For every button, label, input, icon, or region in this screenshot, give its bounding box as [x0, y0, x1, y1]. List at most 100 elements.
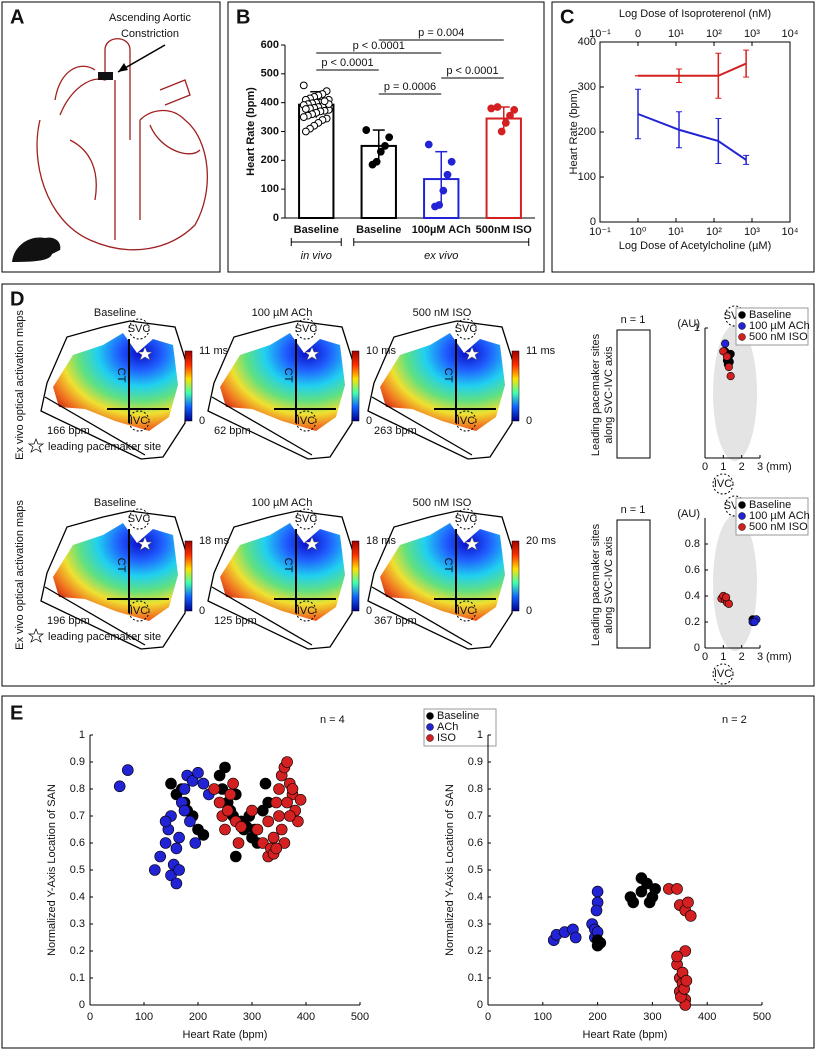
data-point	[721, 339, 730, 348]
ivc-label: IVC	[297, 415, 315, 427]
x-axis-label: (mm)	[766, 651, 792, 663]
x-tick-label: 10⁰	[630, 226, 647, 238]
activation-map: SVC IVC CT Baseline 196 bpm 18 ms 0	[40, 497, 229, 650]
heart-rate-label: 196 bpm	[47, 615, 90, 627]
data-point	[251, 823, 264, 836]
heart-rate-label: 166 bpm	[47, 425, 90, 437]
bar	[485, 117, 522, 219]
x-tick-label: 10¹	[668, 226, 684, 238]
data-point	[281, 756, 293, 768]
y-tick-label: 600	[261, 39, 279, 51]
data-point	[362, 126, 371, 134]
data-point	[493, 103, 502, 111]
data-point	[487, 104, 496, 113]
legend-label: ISO	[437, 732, 456, 744]
x2-tick-label: 10³	[744, 28, 760, 40]
y-tick-label: 0.8	[468, 783, 483, 795]
y-tick-label: 0	[79, 999, 85, 1011]
svc-label: SVC	[128, 513, 151, 525]
n-label: n = 1	[621, 314, 646, 326]
box-y-label: along SVC-IVC axis	[603, 346, 615, 444]
data-point	[186, 775, 199, 787]
y-tick-label: 1	[477, 729, 483, 741]
x-tick-label: 500	[753, 1011, 771, 1023]
x-tick-label: 100µM ACh	[412, 224, 471, 236]
data-point	[497, 127, 506, 136]
svc-label: SVC	[295, 323, 318, 335]
data-point	[424, 140, 433, 149]
x-tick-label: 500nM ISO	[476, 224, 533, 236]
map-title: 100 µM ACh	[252, 307, 313, 319]
line	[44, 396, 146, 456]
data-point	[635, 872, 648, 884]
x-tick-label: 400	[698, 1011, 716, 1023]
data-point	[184, 815, 196, 828]
activation-map: SVC IVC CT 500 nM ISO 263 bpm 11 ms 0	[367, 307, 556, 460]
y-axis-label: (AU)	[677, 508, 700, 520]
x2-tick-label: 10²	[706, 28, 722, 40]
ivc-label: IVC	[714, 478, 732, 490]
data-point	[671, 950, 683, 963]
y-tick-label: 0.5	[70, 864, 85, 876]
heart-rate-label: 367 bpm	[374, 615, 417, 627]
y-tick-label: 300	[261, 125, 279, 137]
colorbar-min: 0	[199, 415, 205, 427]
y-tick-label: 0.2	[70, 945, 85, 957]
y-tick-label: 0.7	[70, 810, 85, 822]
y-tick-label: 0.9	[70, 756, 85, 768]
data-point	[635, 885, 648, 898]
heart-rate-label: 62 bpm	[214, 425, 251, 437]
data-point	[219, 823, 231, 836]
pacemaker-star	[137, 536, 153, 551]
svc-label: SVC	[455, 513, 478, 525]
y-axis-label: Normalized Y-Axis Location of SAN	[444, 784, 456, 956]
y-axis-label: (AU)	[677, 318, 700, 330]
data-point	[569, 931, 582, 944]
map-title: Baseline	[94, 497, 136, 509]
ivc-label: IVC	[714, 668, 732, 680]
data-point	[682, 896, 694, 909]
x-axis-label: Heart Rate (bpm)	[583, 1029, 668, 1041]
activation-map: SVC IVC CT Baseline 166 bpm 11 ms 0	[40, 307, 229, 460]
y-tick-label: 0.7	[468, 810, 483, 822]
box-y-label: along SVC-IVC axis	[603, 536, 615, 634]
data-point	[368, 160, 377, 169]
significance-label: p < 0.0001	[446, 65, 498, 77]
ivc-label: IVC	[130, 605, 148, 617]
x-tick-label: 1	[720, 461, 726, 473]
pacemaker-star	[464, 346, 480, 361]
y-tick-label: 0	[694, 642, 700, 654]
data-point	[173, 831, 185, 844]
panel-label: D	[10, 288, 24, 310]
map-title: 500 nM ISO	[413, 307, 472, 319]
data-point	[750, 617, 759, 627]
x2-tick-label: 10⁴	[782, 28, 799, 40]
data-point	[275, 823, 288, 836]
x2-axis-label: Log Dose of Isoproterenol (nM)	[619, 8, 771, 20]
line	[371, 586, 473, 646]
data-point	[246, 804, 258, 817]
colorbar	[184, 350, 193, 422]
x-tick-label: 3	[757, 651, 763, 663]
star-legend: leading pacemaker site	[48, 631, 161, 643]
data-point	[159, 837, 172, 849]
data-point	[680, 974, 693, 987]
y-tick-label: 0.6	[70, 837, 85, 849]
svc-circle	[128, 318, 150, 340]
mouse	[12, 237, 61, 262]
colorbar	[184, 540, 193, 612]
legend-label: 100 µM ACh	[749, 320, 810, 332]
ivc-circle	[295, 410, 317, 432]
y-tick-label: 500	[261, 68, 279, 80]
data-point	[208, 783, 220, 795]
legend-box	[423, 708, 497, 747]
ivc-label: IVC	[130, 415, 148, 427]
data-point	[320, 97, 329, 106]
y-tick-label: 200	[261, 154, 279, 166]
svc-circle	[455, 318, 477, 340]
annotation: n = 4	[320, 714, 345, 726]
data-point	[294, 793, 307, 806]
y-tick-label: 0	[273, 212, 279, 224]
legend-label: 500 nM ISO	[749, 331, 808, 343]
